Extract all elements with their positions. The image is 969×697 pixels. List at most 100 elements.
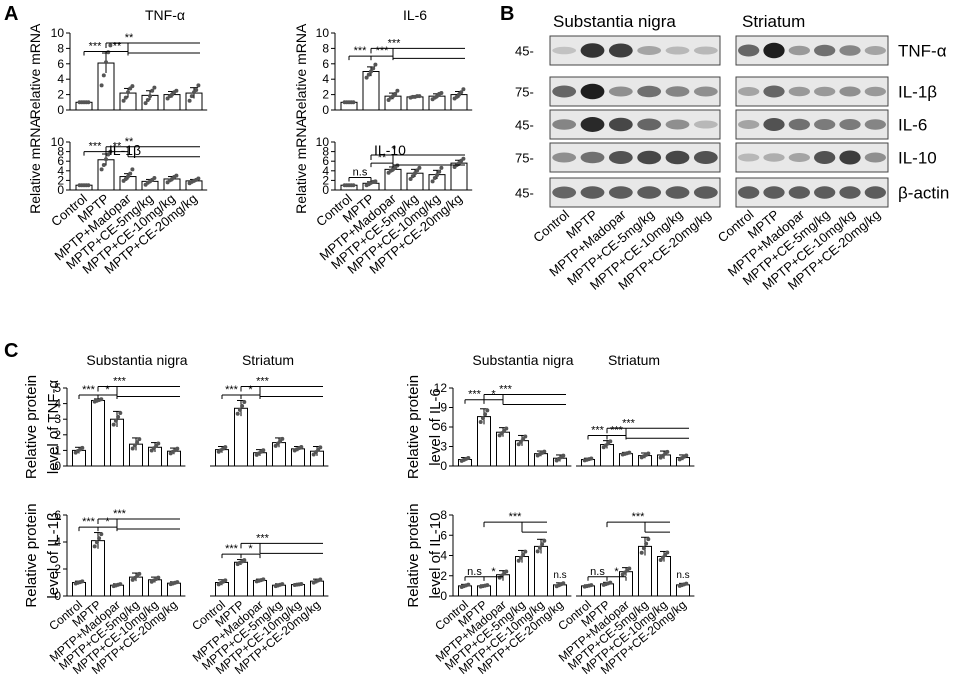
blot-strip	[549, 76, 721, 107]
data-point	[94, 540, 99, 545]
y-axis-label: Relative protein	[23, 503, 40, 607]
blot-strip	[735, 76, 889, 107]
y-axis-label: Relative protein	[405, 375, 422, 479]
region-title: Substantia nigra	[472, 352, 573, 368]
significance-label: ***	[388, 37, 402, 49]
y-tick-label: 4	[322, 164, 329, 178]
y-tick-label: 2	[322, 88, 329, 102]
data-point	[97, 536, 102, 541]
data-point	[435, 173, 439, 178]
y-tick-label: 0	[322, 183, 329, 197]
data-point	[175, 580, 180, 585]
blot-strip	[549, 109, 721, 140]
y-tick-label: 6	[440, 528, 447, 542]
data-point	[480, 416, 485, 421]
data-point	[395, 163, 400, 168]
data-point	[126, 90, 130, 95]
blot-band	[693, 120, 718, 129]
significance-label: ***	[256, 532, 270, 544]
blot-marker: 75-	[515, 151, 534, 166]
data-point	[351, 100, 356, 105]
blot-band	[693, 46, 718, 55]
y-tick-label: 3	[54, 412, 61, 426]
data-point	[665, 550, 670, 555]
data-point	[466, 455, 471, 460]
blot-band	[580, 83, 605, 100]
y-tick-label: 8	[440, 508, 447, 522]
blot-band	[738, 186, 760, 199]
data-point	[196, 176, 201, 181]
significance-label: n.s	[676, 570, 689, 581]
significance-label: ***	[468, 389, 482, 401]
data-point	[561, 453, 566, 458]
significance-label: n.s	[553, 570, 566, 581]
blot-band	[738, 87, 760, 96]
data-point	[504, 569, 509, 574]
data-point	[126, 174, 130, 179]
y-tick-label: 2	[57, 173, 64, 187]
data-point	[644, 541, 649, 546]
significance-label: *	[491, 566, 496, 578]
blot-band	[864, 186, 886, 199]
y-tick-label: 2	[322, 173, 329, 187]
data-point	[152, 85, 157, 90]
data-point	[130, 84, 135, 89]
data-point	[639, 550, 644, 555]
blot-band	[693, 151, 718, 164]
blot-band	[608, 151, 633, 164]
y-tick-label: 2	[440, 569, 447, 583]
data-point	[483, 412, 488, 417]
data-point	[104, 157, 108, 162]
data-point	[665, 449, 670, 454]
y-tick-label: 0	[57, 183, 64, 197]
data-point	[461, 87, 466, 92]
blot-band	[580, 186, 605, 199]
y-tick-label: 8	[57, 145, 64, 159]
region-title: Striatum	[242, 352, 294, 368]
data-point	[130, 167, 135, 172]
data-point	[504, 426, 509, 431]
data-point	[318, 577, 323, 582]
data-point	[535, 549, 540, 554]
data-point	[174, 173, 179, 178]
y-tick-label: 8	[57, 41, 64, 55]
data-point	[537, 545, 542, 550]
blot-band	[580, 43, 605, 58]
blot-strip	[735, 109, 889, 140]
blot-strip	[735, 35, 889, 66]
y-tick-label: 12	[434, 381, 448, 395]
data-point	[417, 165, 422, 170]
blot-band	[637, 186, 662, 199]
blot-region-title: Substantia nigra	[553, 12, 676, 31]
blot-marker: 45-	[515, 118, 534, 133]
blot-protein-label: IL-10	[898, 149, 937, 168]
bar	[91, 399, 105, 467]
y-tick-label: 1	[54, 443, 61, 457]
data-point	[540, 542, 545, 547]
data-point	[118, 582, 123, 587]
data-point	[148, 94, 152, 99]
data-point	[371, 66, 376, 71]
significance-label: ***	[256, 375, 270, 387]
data-point	[104, 60, 108, 65]
significance-label: *	[614, 566, 619, 578]
chart-title: IL-10	[374, 142, 406, 158]
data-point	[459, 90, 464, 95]
y-tick-label: 0	[440, 459, 447, 473]
data-point	[99, 397, 104, 402]
data-point	[608, 439, 613, 444]
significance-label: ***	[82, 384, 96, 396]
data-point	[132, 443, 137, 448]
blot-band	[814, 44, 836, 57]
y-axis-label: level of IL-6	[427, 388, 444, 466]
blot-band	[839, 150, 861, 165]
y-tick-label: 10	[316, 26, 330, 40]
data-point	[80, 445, 85, 450]
blot-band	[693, 186, 718, 199]
blot-band	[738, 120, 760, 129]
data-point	[369, 69, 373, 74]
y-tick-label: 6	[57, 57, 64, 71]
blot-band	[839, 45, 861, 56]
